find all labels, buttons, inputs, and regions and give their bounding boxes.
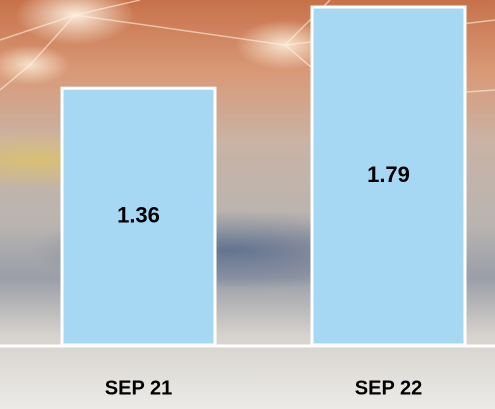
- data-label: 1.79: [367, 162, 410, 187]
- network-lines: [0, 0, 495, 101]
- bar: [310, 5, 467, 347]
- data-label: 1.36: [117, 202, 160, 227]
- decoration: [0, 0, 495, 101]
- x-tick-label: SEP 22: [355, 377, 422, 399]
- x-tick-label: SEP 21: [105, 377, 172, 399]
- bar: [60, 86, 217, 347]
